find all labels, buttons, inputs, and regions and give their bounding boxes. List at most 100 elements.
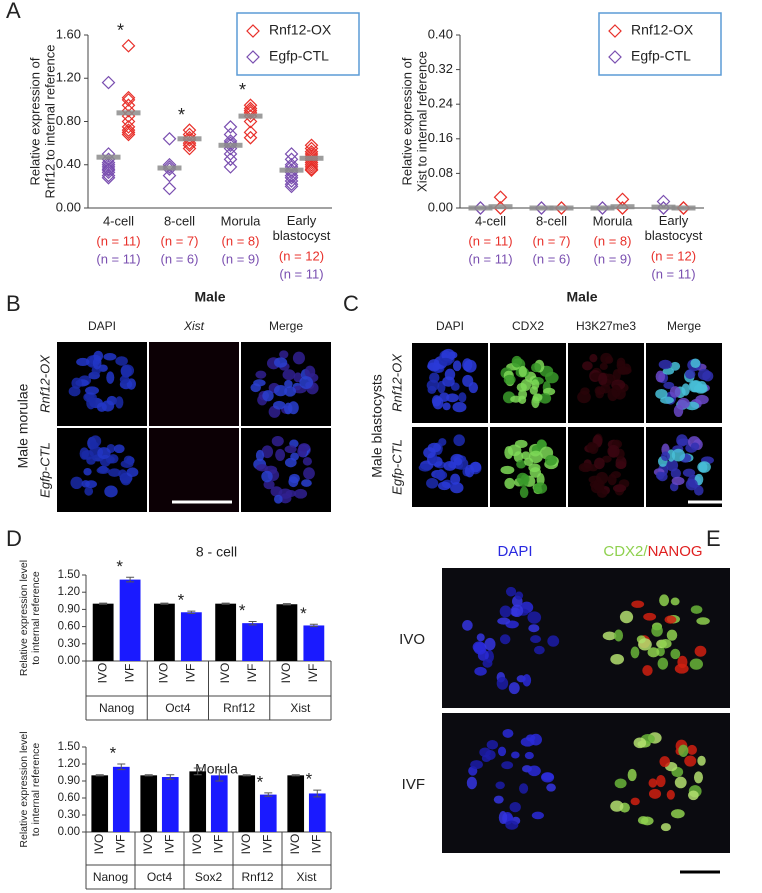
nucleus: [670, 648, 681, 660]
nucleus: [697, 755, 706, 766]
data-point: [121, 127, 136, 142]
series-label: IVO: [279, 663, 293, 684]
column-label: CDX2: [512, 319, 544, 333]
y-tick-label: 0.32: [428, 61, 453, 76]
nucleus: [84, 486, 94, 496]
nucleus: [284, 379, 293, 389]
nucleus: [101, 400, 115, 412]
nucleus: [678, 744, 689, 757]
error-bar: [248, 620, 257, 626]
series-label: IVF: [306, 664, 320, 683]
error-bar: [242, 774, 251, 777]
significance: *: [116, 557, 123, 576]
y-tick-label: 0.00: [58, 655, 80, 667]
nucleus: [462, 620, 473, 631]
y-tick-label: 0.60: [58, 792, 80, 804]
mean-bar: [671, 205, 696, 211]
x-tick-label: 8-cell: [536, 213, 567, 228]
nucleus: [292, 351, 305, 365]
significance: *: [239, 80, 246, 100]
nucleus: [427, 362, 441, 371]
nucleus: [520, 737, 535, 747]
nucleus: [671, 476, 685, 486]
row-label: Egfp-CTL: [389, 439, 404, 495]
significance: *: [306, 770, 313, 789]
data-point: [304, 160, 319, 174]
y-tick-label: 1.50: [58, 569, 80, 581]
nucleus: [76, 357, 90, 367]
nucleus: [607, 388, 618, 402]
data-point: [101, 165, 116, 180]
nucleus: [633, 737, 647, 749]
nucleus: [687, 744, 697, 755]
nucleus: [531, 379, 540, 390]
nucleus: [685, 478, 698, 491]
nucleus: [660, 823, 671, 832]
nucleus: [533, 645, 545, 655]
nucleus: [474, 666, 487, 676]
x-tick-label: Early blastocyst: [645, 213, 703, 243]
nucleus: [522, 674, 532, 687]
side-label: Male blastocysts: [369, 374, 385, 477]
nucleus: [85, 480, 97, 488]
nucleus: [446, 393, 459, 403]
nucleus: [521, 451, 531, 460]
nucleus: [282, 369, 296, 381]
group-label: Oct4: [147, 870, 173, 884]
nucleus: [688, 790, 699, 801]
nucleus: [500, 465, 515, 475]
nucleus: [690, 442, 700, 451]
y-axis-label: Relative expression level: [18, 560, 30, 676]
data-point: [121, 123, 136, 137]
legend-label: Egfp-CTL: [269, 48, 329, 64]
nucleus: [627, 768, 637, 782]
nucleus: [510, 395, 522, 403]
data-point: [182, 130, 197, 145]
nucleus: [617, 365, 630, 375]
nucleus: [630, 646, 640, 659]
bar: [259, 794, 277, 832]
group-label: Oct4: [165, 701, 191, 715]
nucleus: [693, 383, 708, 394]
y-tick-label: 0.00: [58, 826, 80, 838]
x-tick-label: Morula: [221, 213, 262, 228]
nucleus: [115, 396, 124, 409]
nucleus: [670, 468, 682, 479]
bar: [119, 579, 141, 661]
nucleus: [655, 370, 666, 383]
data-point: [101, 162, 116, 176]
n-label: (n = 11): [96, 233, 140, 248]
nucleus: [113, 444, 125, 454]
error-bar: [99, 602, 108, 605]
nucleus: [684, 755, 697, 767]
significance: *: [178, 591, 185, 610]
data-point: [101, 147, 116, 161]
data-point: [121, 120, 136, 134]
nucleus: [470, 760, 483, 770]
nucleus: [431, 395, 442, 407]
bar: [308, 793, 326, 832]
data-point: [162, 181, 177, 196]
mean-bar: [468, 205, 493, 211]
y-axis-label: Relative expression level: [18, 731, 30, 847]
n-label: (n = 9): [222, 251, 260, 266]
nucleus: [462, 358, 473, 372]
nucleus: [530, 362, 542, 373]
nucleus: [578, 462, 593, 473]
mean-bar: [590, 205, 615, 211]
legend-label: Rnf12-OX: [631, 22, 694, 38]
nucleus: [533, 482, 548, 494]
column-label-part: DAPI: [497, 543, 532, 560]
y-tick-label: 0.00: [428, 199, 453, 214]
significance: *: [110, 743, 117, 762]
nucleus: [288, 401, 299, 415]
bar: [92, 603, 114, 661]
error-bar: [309, 623, 318, 628]
nucleus: [303, 467, 315, 480]
nucleus: [630, 797, 640, 806]
nucleus: [643, 612, 657, 621]
error-bar: [313, 789, 322, 798]
nucleus: [546, 783, 556, 792]
data-point: [284, 152, 299, 167]
y-axis-label: to internal reference: [30, 743, 42, 837]
